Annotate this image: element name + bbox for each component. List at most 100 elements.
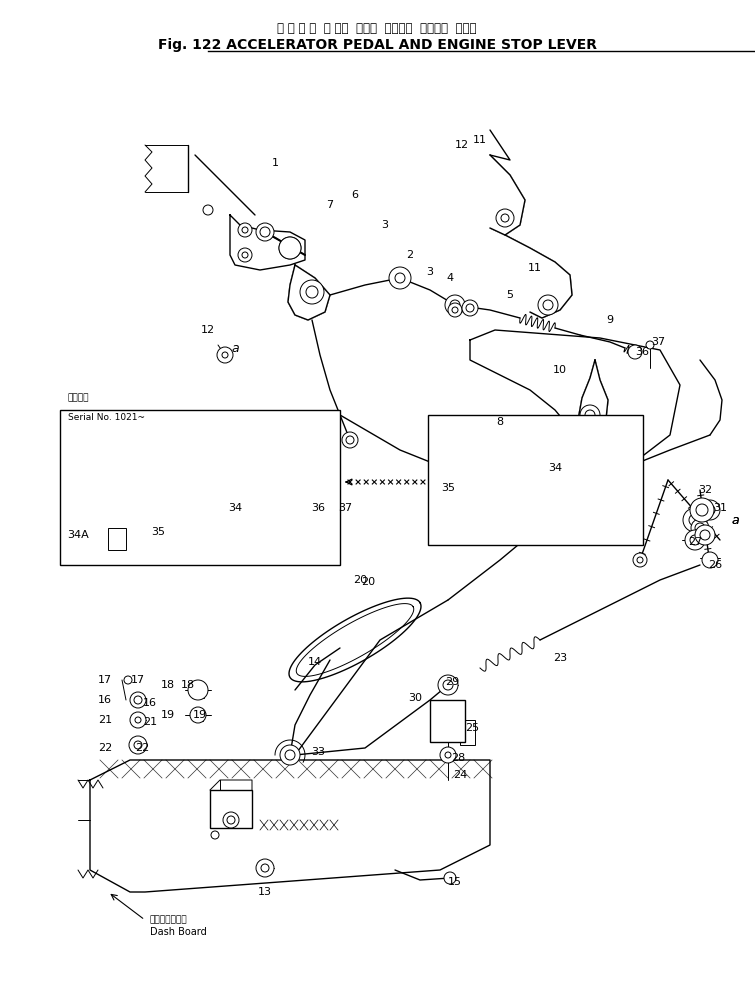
Circle shape <box>211 831 219 839</box>
Circle shape <box>242 227 248 233</box>
Circle shape <box>683 508 707 532</box>
Circle shape <box>134 741 142 749</box>
Circle shape <box>190 707 206 723</box>
Circle shape <box>345 435 355 445</box>
Circle shape <box>444 872 456 884</box>
Text: a: a <box>731 513 739 527</box>
Circle shape <box>695 523 705 533</box>
Text: 25: 25 <box>465 723 479 733</box>
Circle shape <box>279 237 301 259</box>
Text: Serial No. 1021~: Serial No. 1021~ <box>68 413 145 422</box>
Circle shape <box>501 214 509 222</box>
Text: 20: 20 <box>353 575 367 585</box>
Text: Dash Board: Dash Board <box>150 927 207 937</box>
Text: 34: 34 <box>548 463 562 473</box>
Circle shape <box>691 519 709 537</box>
Circle shape <box>300 280 324 304</box>
Polygon shape <box>470 330 680 460</box>
Text: 28: 28 <box>451 753 465 763</box>
Text: 10: 10 <box>553 365 567 375</box>
Circle shape <box>348 438 352 442</box>
Circle shape <box>238 223 252 237</box>
Polygon shape <box>90 760 490 892</box>
Circle shape <box>238 248 252 262</box>
Text: 11: 11 <box>528 263 542 273</box>
Circle shape <box>496 209 514 227</box>
Circle shape <box>294 516 306 528</box>
Circle shape <box>260 227 270 237</box>
Circle shape <box>690 535 700 545</box>
Circle shape <box>134 696 142 704</box>
Circle shape <box>222 352 228 358</box>
Circle shape <box>445 295 465 315</box>
Circle shape <box>448 303 462 317</box>
Text: 18: 18 <box>181 680 195 690</box>
Text: 33: 33 <box>311 747 325 757</box>
Text: 14: 14 <box>308 657 322 667</box>
Circle shape <box>700 530 710 540</box>
Circle shape <box>538 295 558 315</box>
Polygon shape <box>230 215 305 270</box>
Text: 6: 6 <box>352 190 359 200</box>
Circle shape <box>188 680 208 700</box>
Polygon shape <box>578 360 608 448</box>
Circle shape <box>695 525 715 545</box>
Bar <box>60 410 340 565</box>
Circle shape <box>452 307 458 313</box>
Text: 35: 35 <box>441 483 455 493</box>
Circle shape <box>438 675 458 695</box>
Text: 36: 36 <box>635 347 649 357</box>
Text: 23: 23 <box>553 653 567 663</box>
Text: 15: 15 <box>448 877 462 887</box>
Circle shape <box>462 300 478 316</box>
Circle shape <box>242 252 248 258</box>
Circle shape <box>705 505 715 515</box>
Text: 29: 29 <box>445 677 459 687</box>
Circle shape <box>346 436 354 444</box>
Text: 34: 34 <box>228 503 242 513</box>
Circle shape <box>217 347 233 363</box>
Text: ア ク セ ル  ペ ダル  および  エンジン  ストップ  レバー: ア ク セ ル ペ ダル および エンジン ストップ レバー <box>277 22 476 35</box>
Text: 22: 22 <box>97 743 112 753</box>
Circle shape <box>129 736 147 754</box>
Text: 19: 19 <box>161 710 175 720</box>
Circle shape <box>314 484 322 492</box>
Text: a: a <box>731 513 739 527</box>
Text: 35: 35 <box>151 527 165 537</box>
Circle shape <box>696 504 708 516</box>
Circle shape <box>700 500 720 520</box>
Text: 2: 2 <box>406 250 414 260</box>
Circle shape <box>690 498 714 522</box>
Text: 36: 36 <box>311 503 325 513</box>
Circle shape <box>256 223 274 241</box>
Text: 19: 19 <box>193 710 207 720</box>
Text: 4: 4 <box>446 273 454 283</box>
Circle shape <box>306 286 318 298</box>
Circle shape <box>689 514 701 526</box>
Text: 17: 17 <box>98 675 112 685</box>
Text: 16: 16 <box>98 695 112 705</box>
Text: 32: 32 <box>698 485 712 495</box>
Text: 20: 20 <box>361 577 375 587</box>
Circle shape <box>580 405 600 425</box>
Circle shape <box>466 304 474 312</box>
Polygon shape <box>288 265 330 320</box>
Polygon shape <box>490 155 525 235</box>
Text: 8: 8 <box>497 417 504 427</box>
Circle shape <box>68 528 82 542</box>
Circle shape <box>637 557 643 563</box>
Text: 13: 13 <box>258 887 272 897</box>
Text: 37: 37 <box>338 503 352 513</box>
Circle shape <box>203 205 213 215</box>
Text: 適用番号: 適用番号 <box>68 393 90 402</box>
Text: 18: 18 <box>161 680 175 690</box>
Text: 12: 12 <box>455 140 469 150</box>
Circle shape <box>445 752 451 758</box>
Text: ダッシュボード: ダッシュボード <box>150 915 188 925</box>
Polygon shape <box>289 598 421 682</box>
Circle shape <box>130 712 146 728</box>
Circle shape <box>646 341 654 349</box>
Circle shape <box>446 456 470 480</box>
Circle shape <box>223 812 239 828</box>
Text: 3: 3 <box>381 220 389 230</box>
